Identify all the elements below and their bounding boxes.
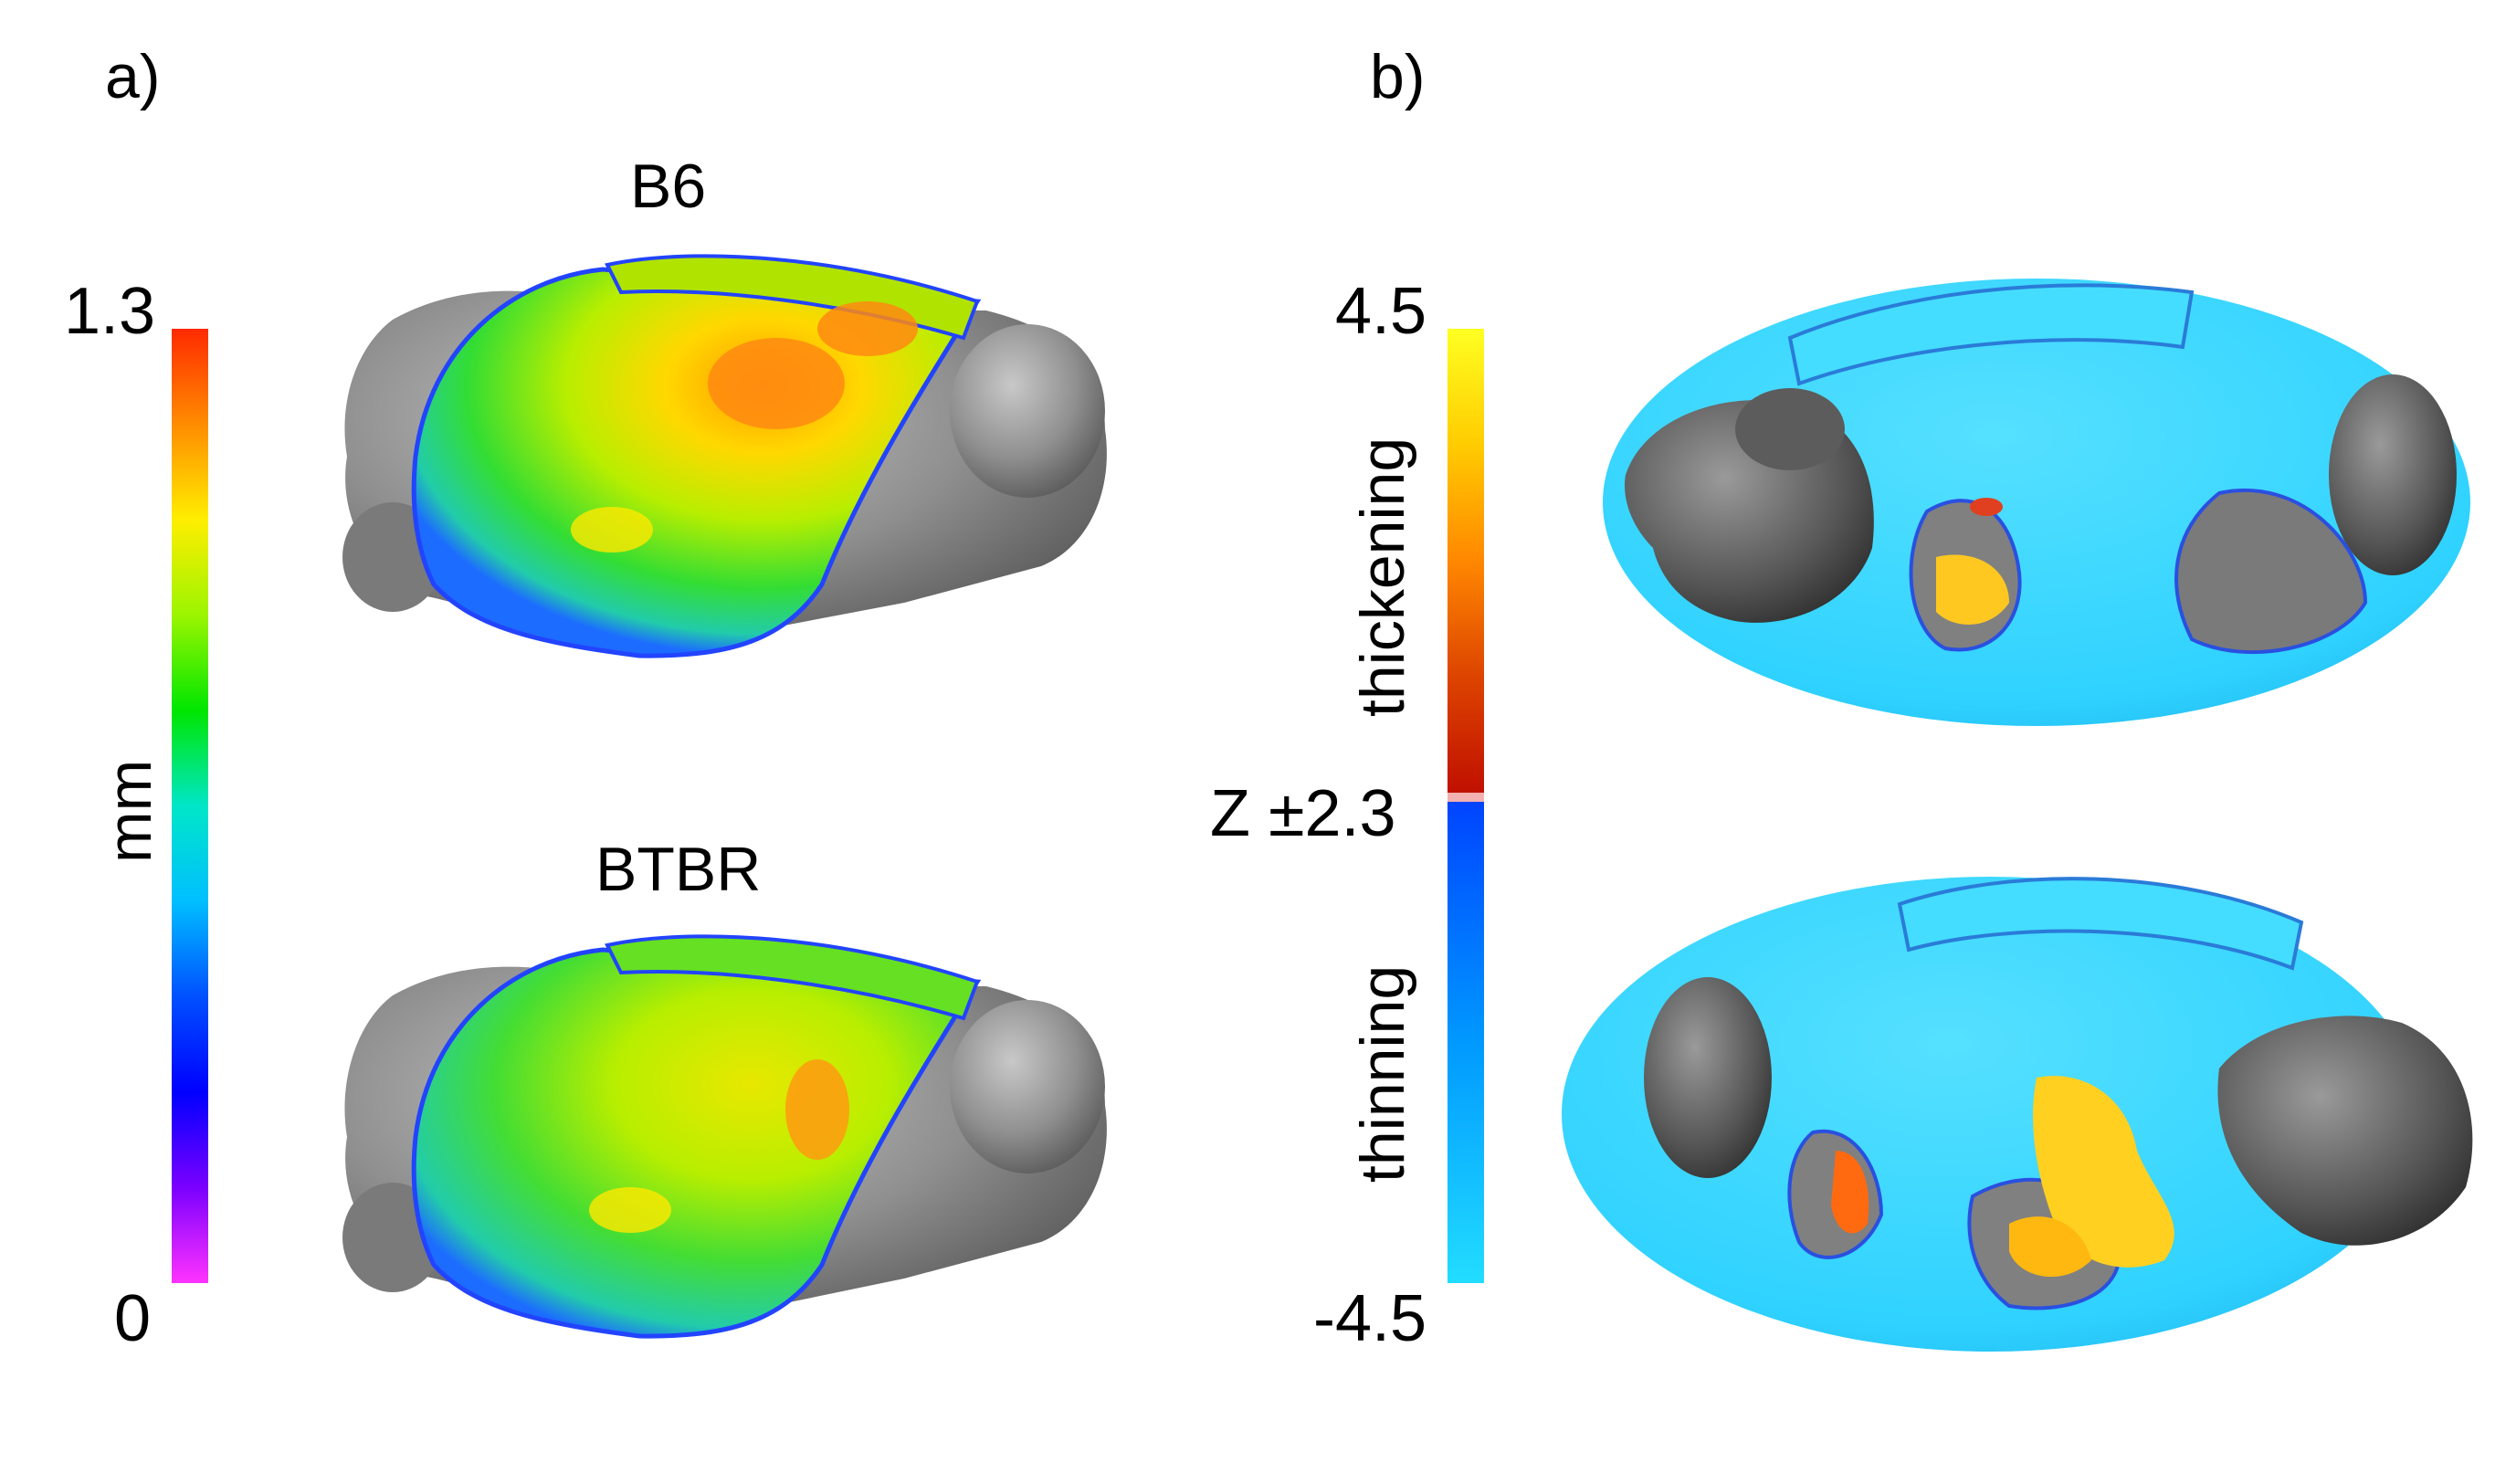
z-colorbar-thinning bbox=[1447, 802, 1484, 1283]
z-map-brain-top bbox=[1603, 279, 2470, 726]
thickness-colorbar-min-label: 0 bbox=[114, 1282, 152, 1355]
z-colorbar-min-label: -4.5 bbox=[1313, 1282, 1427, 1355]
z-map-brain-bottom bbox=[1562, 877, 2473, 1352]
z-colorbar-max-label: 4.5 bbox=[1335, 275, 1427, 348]
z-colorbar-threshold-line bbox=[1447, 793, 1484, 802]
b6-brain-surface bbox=[342, 254, 1107, 658]
thickness-colorbar-max-label: 1.3 bbox=[64, 275, 156, 348]
panel-a-label: a) bbox=[105, 42, 161, 111]
z-colorbar-threshold-label: Z ±2.3 bbox=[1210, 777, 1396, 850]
b6-title: B6 bbox=[630, 152, 707, 221]
btbr-title: BTBR bbox=[595, 835, 762, 904]
btbr-brain-surface bbox=[342, 934, 1107, 1339]
thickness-colorbar bbox=[172, 329, 208, 1283]
panel-b-label: b) bbox=[1370, 42, 1426, 111]
z-colorbar-thickening bbox=[1447, 329, 1484, 793]
